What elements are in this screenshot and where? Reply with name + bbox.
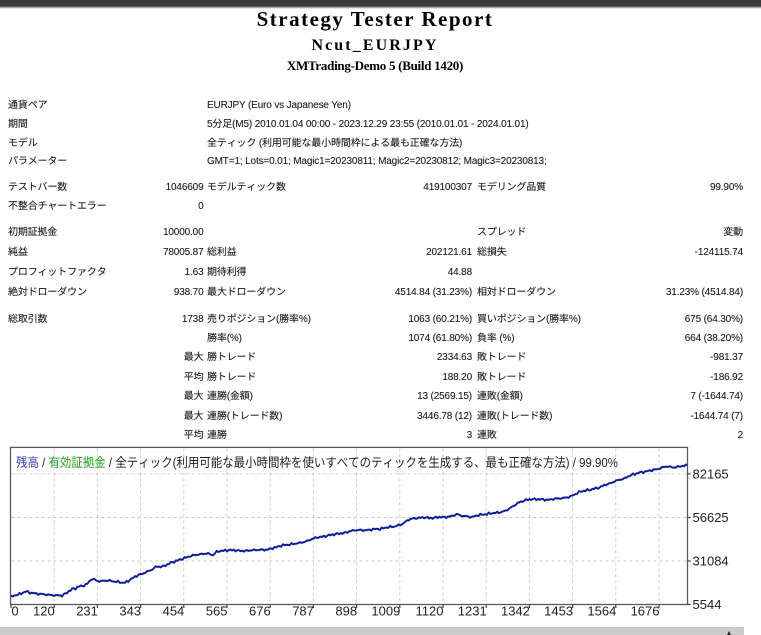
- svg-text:231: 231: [76, 604, 98, 619]
- svg-text:1564: 1564: [587, 604, 616, 619]
- svg-text:1009: 1009: [371, 604, 400, 619]
- svg-text:1453: 1453: [544, 604, 573, 619]
- svg-text:676: 676: [249, 604, 271, 619]
- svg-text:343: 343: [119, 604, 141, 619]
- svg-text:898: 898: [335, 604, 357, 619]
- svg-text:1231: 1231: [458, 604, 487, 619]
- svg-text:1342: 1342: [501, 604, 530, 619]
- svg-text:31084: 31084: [693, 554, 729, 569]
- svg-text:5544: 5544: [693, 597, 722, 612]
- svg-text:787: 787: [292, 604, 314, 619]
- svg-text:56625: 56625: [693, 510, 729, 525]
- svg-text:82165: 82165: [693, 467, 729, 482]
- svg-text:1676: 1676: [631, 604, 660, 619]
- svg-text:565: 565: [206, 604, 228, 619]
- svg-text:0: 0: [11, 604, 18, 619]
- svg-text:454: 454: [163, 604, 185, 619]
- svg-text:120: 120: [33, 604, 55, 619]
- svg-text:1120: 1120: [416, 604, 444, 619]
